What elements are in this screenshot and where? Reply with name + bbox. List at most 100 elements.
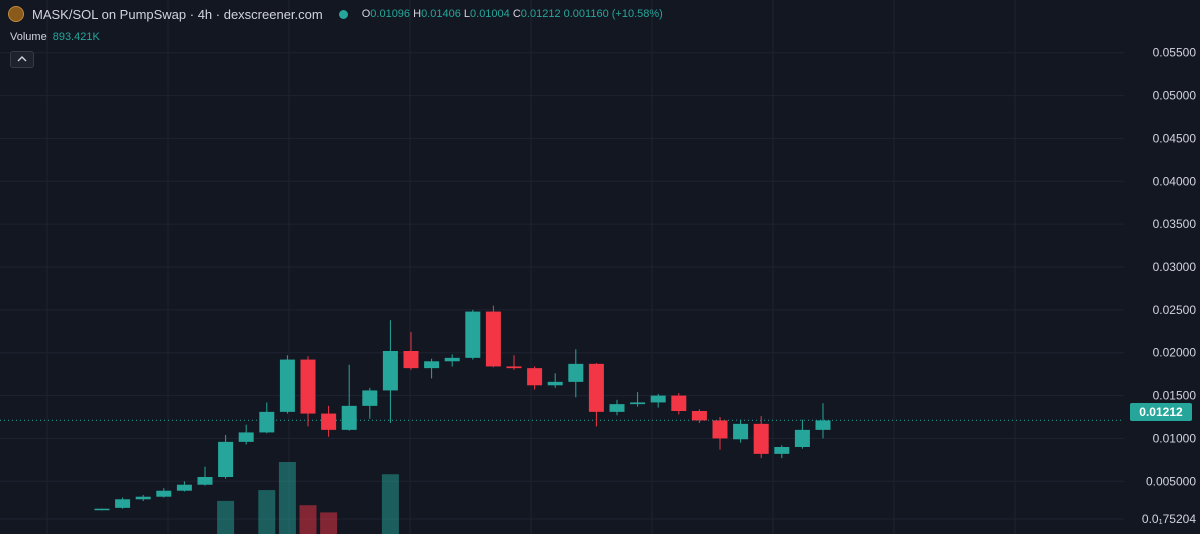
candle-body [733,423,749,440]
candle [547,373,563,388]
candle [753,416,769,459]
high-label: H [413,8,422,20]
candle-body [588,363,604,412]
candle [630,392,646,407]
volume-bar [217,500,235,534]
low-value: 0.01004 [470,8,510,20]
close-value: 0.01212 [520,8,561,20]
candle-body [259,411,275,433]
candle [485,305,501,368]
chevron-up-icon [17,56,27,62]
volume-bars [217,462,399,534]
candle-body [527,368,543,386]
candle-body [485,311,501,367]
candle [794,419,810,449]
price-tick-label: 0.02000 [1153,346,1197,360]
price-tick-label: 0.005000 [1146,474,1196,488]
candle-body [712,420,728,439]
volume-bar [278,462,296,534]
candle [403,332,419,370]
collapse-legend-button[interactable] [10,51,34,68]
candle [568,349,584,398]
candle [94,508,110,511]
horizontal-grid [0,52,1124,520]
last-price-tag: 0.01212 [1130,403,1192,421]
candle-body [465,311,481,358]
candle-body [424,361,440,369]
candle-body [691,411,707,421]
candle-body [300,359,316,414]
candle [259,402,275,434]
price-tick-label: 0.05500 [1153,46,1197,60]
price-tick-label: 0.0₁75204 [1142,512,1196,526]
high-value: 0.01406 [421,8,461,20]
volume-bar [320,512,338,534]
open-value: 0.01096 [370,8,411,20]
candle [115,497,131,509]
volume-bar [258,490,276,534]
candle-body [321,413,337,430]
change-value: 0.001160 (+10.58%) [563,8,663,20]
candle-body [115,499,131,508]
candle [650,393,666,408]
chart-title: MASK/SOL on PumpSwap · 4h · dexscreener.… [32,6,323,22]
candle [671,393,687,415]
volume-bar [381,474,399,534]
price-tick-label: 0.04000 [1153,174,1197,188]
candle [691,409,707,423]
candle-body [547,381,563,386]
candle-body [94,508,110,511]
price-tick-label: 0.05000 [1153,89,1197,103]
candle-body [444,357,460,362]
candle-body [176,484,192,491]
candle [733,419,749,443]
low-label: L [463,8,471,20]
candle-body [650,395,666,403]
candle [424,358,440,379]
candle [156,488,172,498]
candle-body [774,447,790,454]
candle [135,495,151,501]
candle [279,355,295,414]
open-label: O [361,8,371,20]
candle [238,424,254,445]
close-label: C [512,8,521,20]
volume-legend: Volume 893.421K [10,31,100,43]
candle [382,320,398,423]
candle [506,355,522,370]
price-tick-label: 0.01000 [1153,431,1197,445]
candle [197,466,213,486]
candle [712,417,728,450]
candle-body [609,404,625,412]
token-logo-icon [8,6,24,22]
price-tick-label: 0.03000 [1153,260,1197,274]
candle-body [341,405,357,430]
candle-body [630,402,646,405]
candle [527,366,543,390]
candle [444,354,460,367]
candle [815,403,831,439]
candle [300,356,316,427]
candle-body [506,366,522,369]
candle [609,399,625,416]
candle-body [156,490,172,497]
candle-body [279,359,295,412]
price-axis[interactable]: 0.05500 0.05000 0.04500 0.04000 0.03500 0.030… [1142,46,1196,526]
candle-body [753,423,769,454]
candle [588,363,604,427]
candle-body [403,351,419,369]
price-tick-label: 0.02500 [1153,303,1197,317]
status-dot-icon [338,9,348,19]
candle-body [671,395,687,411]
price-tick-label: 0.04500 [1153,131,1197,145]
candle-body [815,420,831,430]
candle-body [568,363,584,382]
price-tick-label: 0.03500 [1153,217,1197,231]
candle [321,405,337,437]
price-tick-label: 0.01500 [1153,389,1197,403]
candle-body [382,351,398,391]
volume-bar [299,505,317,534]
ohlc-readout: O0.01096 H0.01406 L0.01004 C0.01212 0.00… [362,8,663,20]
